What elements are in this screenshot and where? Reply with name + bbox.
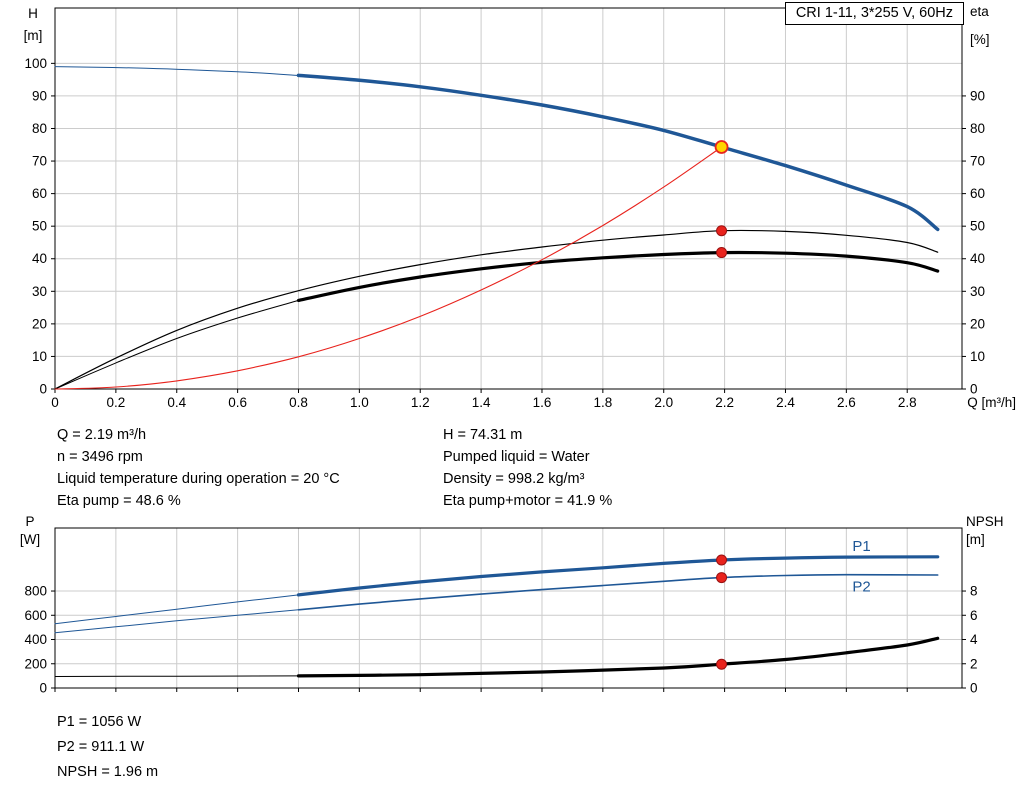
head-chart: 0 10 20 30 40 50 60 70 80 90 100 0 10 20 30 40 50 60 70 80 9… bbox=[24, 2, 1016, 410]
info-pumped-liquid: Pumped liquid = Water bbox=[443, 449, 590, 465]
x-tick-label: 1.6 bbox=[533, 395, 552, 410]
plot-frame bbox=[54, 7, 963, 390]
series-label-P1: P1 bbox=[852, 538, 870, 555]
x-tick-label: 0.6 bbox=[228, 395, 247, 410]
info-liquid-temp: Liquid temperature during operation = 20… bbox=[57, 471, 340, 487]
y-left-tick-label: 200 bbox=[24, 656, 47, 671]
x-tick-label: 1.8 bbox=[593, 395, 612, 410]
y-left-axis-label: [W] bbox=[20, 532, 40, 547]
power-chart-svg: 0 200 400 600 800 0 2 4 6 8 P [W] NPSH [m] P1 P2 bbox=[20, 514, 1004, 696]
y-left-tick-label: 90 bbox=[32, 88, 47, 103]
x-tick-label: 0.8 bbox=[289, 395, 308, 410]
x-tick-label: 1.0 bbox=[350, 395, 369, 410]
y-right-tick-label: 2 bbox=[970, 656, 978, 671]
x-tick-label: 2.2 bbox=[715, 395, 734, 410]
series-eta-pump-motor-curve bbox=[296, 250, 940, 302]
y-right-tick-label: 0 bbox=[970, 681, 978, 696]
y-left-tick-label: 50 bbox=[32, 219, 47, 234]
duty-info: Q = 2.19 m³/h n = 3496 rpm Liquid temper… bbox=[57, 424, 1024, 512]
y-right-axis-label: [%] bbox=[970, 32, 990, 47]
y-right-tick-label: 30 bbox=[970, 284, 985, 299]
y-left-tick-label: 10 bbox=[32, 349, 47, 364]
x-tick-label: 2.6 bbox=[837, 395, 856, 410]
info-p1: P1 = 1056 W bbox=[57, 714, 142, 730]
info-npsh: NPSH = 1.96 m bbox=[57, 764, 159, 780]
duty-info-left: Q = 2.19 m³/h n = 3496 rpm Liquid temper… bbox=[57, 424, 443, 512]
y-right-tick-label: 6 bbox=[970, 608, 978, 623]
plot-frame bbox=[54, 527, 963, 689]
x-tick-label: 1.4 bbox=[472, 395, 491, 410]
y-right-axis-label: [m] bbox=[966, 532, 985, 547]
x-tick-label: 2.8 bbox=[898, 395, 917, 410]
pump-model-box: CRI 1-11, 3*255 V, 60Hz bbox=[784, 2, 964, 25]
duty-info-right: H = 74.31 m Pumped liquid = Water Densit… bbox=[443, 424, 1024, 512]
y-left-tick-label: 70 bbox=[32, 154, 47, 169]
series-eta-pump-curve bbox=[54, 229, 939, 390]
x-tick-label: 2.0 bbox=[654, 395, 673, 410]
y-right-tick-label: 50 bbox=[970, 219, 985, 234]
series-system-curve bbox=[54, 146, 723, 390]
marker-npsh-point bbox=[716, 658, 728, 670]
x-tick-label: 0.4 bbox=[167, 395, 186, 410]
y-left-axis-label: [m] bbox=[24, 28, 43, 43]
y-left-tick-label: 800 bbox=[24, 584, 47, 599]
info-eta-pump: Eta pump = 48.6 % bbox=[57, 493, 181, 509]
series-p2-curve bbox=[297, 573, 939, 611]
y-right-tick-label: 90 bbox=[970, 88, 985, 103]
y-left-tick-label: 30 bbox=[32, 284, 47, 299]
y-right-tick-label: 8 bbox=[970, 584, 978, 599]
info-head: H = 74.31 m bbox=[443, 427, 523, 443]
marker-eta-pump-motor-point bbox=[716, 247, 728, 259]
y-left-tick-label: 600 bbox=[24, 608, 47, 623]
series-pump-head-curve bbox=[296, 73, 940, 232]
y-left-tick-label: 0 bbox=[39, 681, 47, 696]
x-tick-label: 1.2 bbox=[411, 395, 430, 410]
series-label-P2: P2 bbox=[852, 579, 870, 596]
series-p2-curve-thin bbox=[54, 609, 299, 634]
y-right-tick-label: 0 bbox=[970, 382, 978, 397]
y-left-axis-label: H bbox=[28, 6, 38, 21]
info-p2: P2 = 911.1 W bbox=[57, 739, 145, 755]
marker-duty-point bbox=[714, 140, 729, 154]
y-left-tick-label: 100 bbox=[24, 56, 47, 71]
y-left-tick-label: 400 bbox=[24, 632, 47, 647]
y-right-tick-label: 40 bbox=[970, 251, 985, 266]
y-left-tick-label: 40 bbox=[32, 251, 47, 266]
y-left-tick-label: 0 bbox=[39, 382, 47, 397]
x-tick-label: 0 bbox=[51, 395, 59, 410]
y-left-tick-label: 80 bbox=[32, 121, 47, 136]
y-left-tick-label: 60 bbox=[32, 186, 47, 201]
series-pump-head-curve-thin bbox=[54, 66, 299, 76]
y-right-tick-label: 70 bbox=[970, 154, 985, 169]
power-info: P1 = 1056 W P2 = 911.1 W NPSH = 1.96 m bbox=[57, 710, 1024, 785]
info-density: Density = 998.2 kg/m³ bbox=[443, 471, 585, 487]
y-right-axis-label: eta bbox=[970, 4, 989, 19]
marker-p1-point bbox=[716, 554, 728, 566]
info-eta-pump-motor: Eta pump+motor = 41.9 % bbox=[443, 493, 613, 509]
series-p1-curve-thin bbox=[54, 594, 299, 625]
marker-eta-pump-point bbox=[716, 225, 728, 237]
info-speed: n = 3496 rpm bbox=[57, 449, 143, 465]
y-right-tick-label: 80 bbox=[970, 121, 985, 136]
y-right-tick-label: 10 bbox=[970, 349, 985, 364]
y-right-axis-label: NPSH bbox=[966, 514, 1004, 529]
x-tick-label: 2.4 bbox=[776, 395, 795, 410]
x-tick-label: 0.2 bbox=[106, 395, 125, 410]
series-npsh-curve bbox=[296, 636, 940, 678]
y-left-axis-label: P bbox=[25, 514, 34, 529]
y-right-tick-label: 60 bbox=[970, 186, 985, 201]
x-axis-label: Q [m³/h] bbox=[967, 395, 1016, 410]
series-p1-curve bbox=[296, 555, 940, 597]
series-eta-pump-motor-curve-thin bbox=[54, 299, 299, 390]
power-chart: 0 200 400 600 800 0 2 4 6 8 P [W] NPSH [m] P1 P2 bbox=[0, 514, 1024, 702]
head-chart-svg: 0 10 20 30 40 50 60 70 80 90 100 0 10 20 30 40 50 60 70 80 9… bbox=[24, 4, 1016, 410]
y-right-tick-label: 4 bbox=[970, 632, 978, 647]
y-left-tick-label: 20 bbox=[32, 316, 47, 331]
series-npsh-curve-thin bbox=[54, 675, 299, 677]
marker-p2-point bbox=[716, 572, 728, 584]
info-flow: Q = 2.19 m³/h bbox=[57, 427, 147, 443]
y-right-tick-label: 20 bbox=[970, 316, 985, 331]
